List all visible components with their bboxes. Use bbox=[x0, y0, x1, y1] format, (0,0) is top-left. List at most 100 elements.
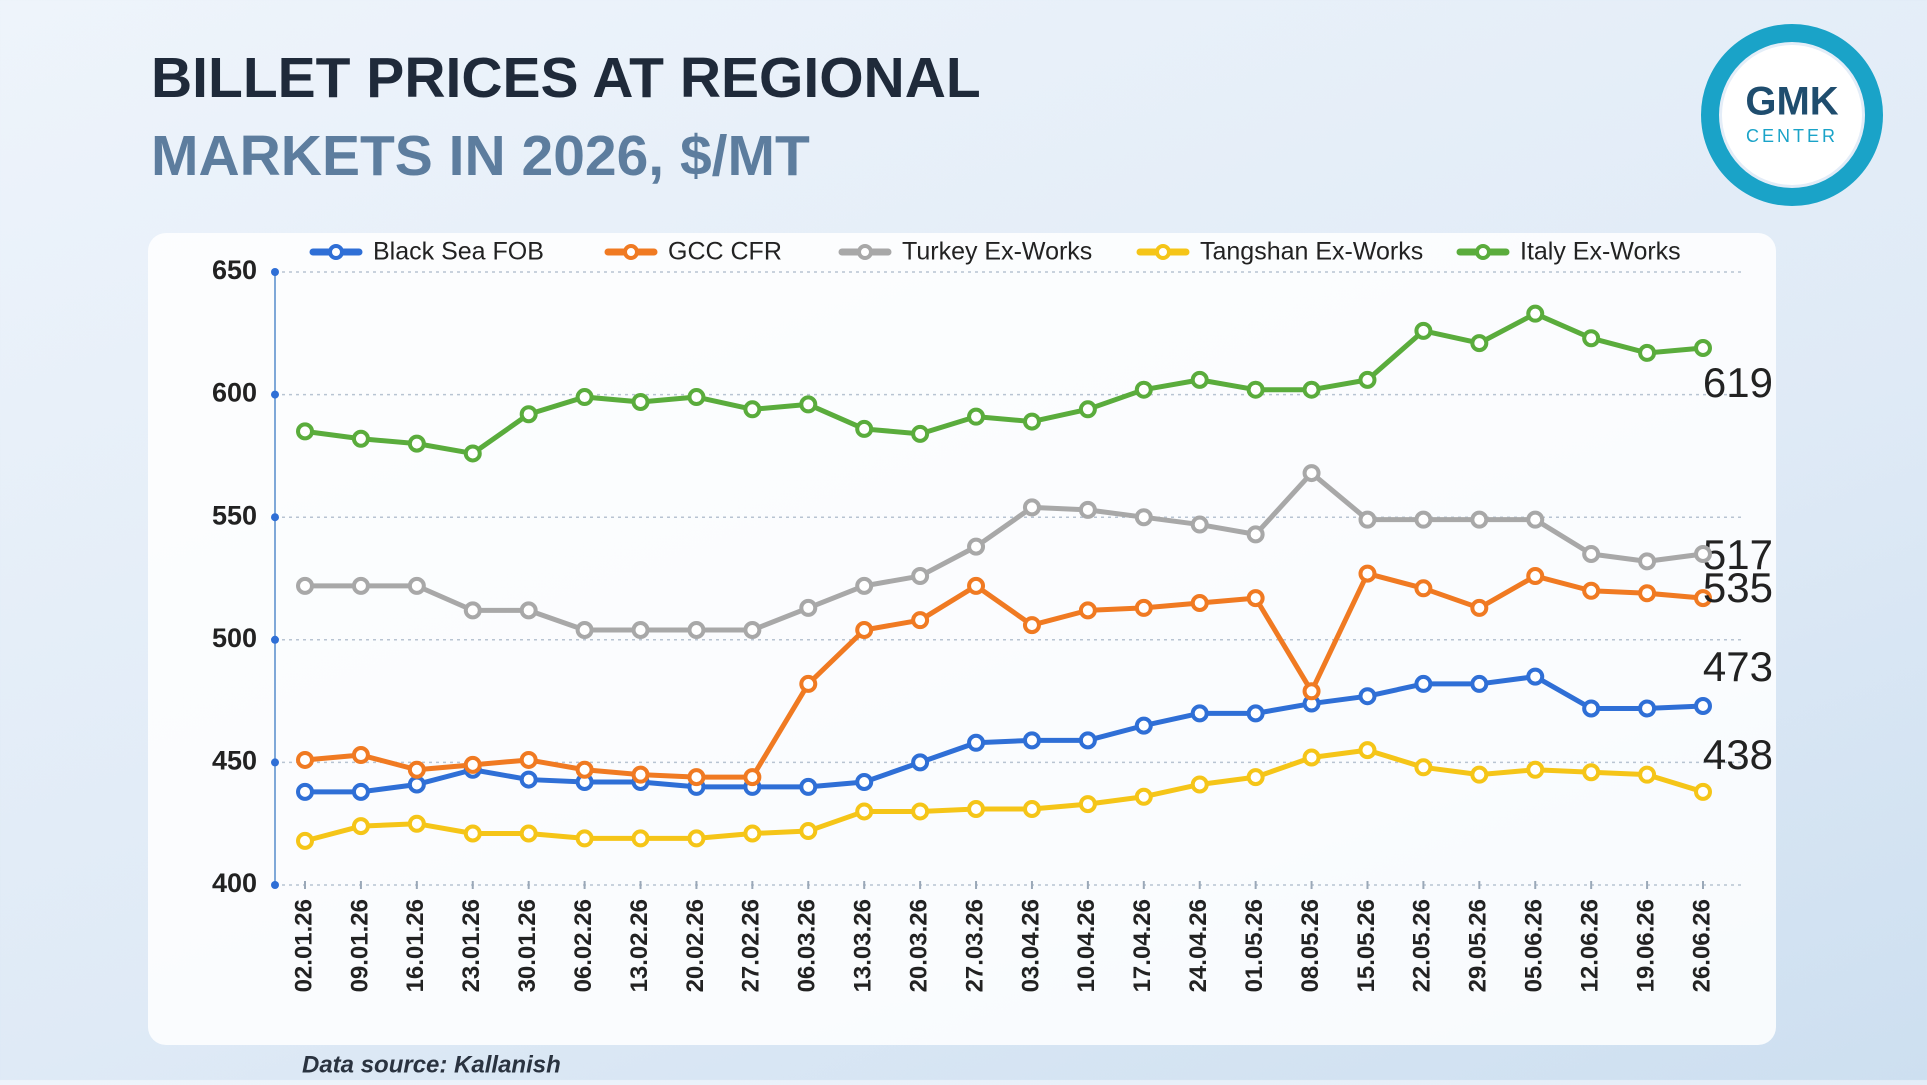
data-point bbox=[1582, 763, 1601, 782]
data-point bbox=[855, 802, 874, 821]
data-point bbox=[1470, 598, 1489, 617]
data-point bbox=[1694, 339, 1712, 358]
x-tick-label: 29.05.26 bbox=[1465, 899, 1492, 992]
x-tick-label: 09.01.26 bbox=[346, 899, 373, 992]
data-point bbox=[743, 768, 762, 787]
data-point bbox=[463, 444, 482, 463]
y-tick bbox=[271, 390, 279, 399]
data-point bbox=[296, 422, 314, 441]
x-tick-label: 20.02.26 bbox=[682, 899, 709, 992]
data-point bbox=[1638, 765, 1657, 784]
data-point bbox=[911, 611, 930, 630]
x-tick-label: 15.05.26 bbox=[1353, 899, 1380, 992]
data-point bbox=[407, 434, 426, 453]
y-tick bbox=[271, 758, 279, 767]
data-point bbox=[1246, 380, 1265, 399]
y-tick-label: 400 bbox=[212, 868, 257, 898]
data-point bbox=[1414, 674, 1433, 693]
data-point bbox=[1470, 510, 1489, 529]
data-point bbox=[687, 388, 706, 407]
data-point bbox=[1414, 510, 1433, 529]
data-point bbox=[1302, 748, 1321, 767]
x-tick-label: 24.04.26 bbox=[1185, 899, 1212, 992]
data-point bbox=[407, 760, 426, 779]
x-tick-label: 10.04.26 bbox=[1073, 899, 1100, 992]
data-point bbox=[967, 576, 986, 595]
data-point bbox=[575, 620, 594, 639]
data-point bbox=[631, 829, 650, 848]
data-point bbox=[967, 733, 986, 752]
logo-text: GMK bbox=[1745, 80, 1838, 124]
chart-title: MARKETS IN 2026, $/MT bbox=[151, 124, 810, 188]
data-point bbox=[1694, 544, 1712, 563]
data-point bbox=[1022, 616, 1041, 635]
data-point bbox=[1190, 704, 1209, 723]
data-point bbox=[1582, 581, 1601, 600]
data-point bbox=[1526, 304, 1545, 323]
data-point bbox=[1190, 515, 1209, 534]
x-tick-label: 06.03.26 bbox=[794, 899, 821, 992]
data-point bbox=[351, 782, 370, 801]
data-point bbox=[1190, 594, 1209, 613]
x-tick-label: 12.06.26 bbox=[1577, 899, 1604, 992]
x-tick-label: 22.05.26 bbox=[1409, 899, 1436, 992]
data-point bbox=[296, 750, 314, 769]
data-point bbox=[1638, 584, 1657, 603]
data-point bbox=[1078, 795, 1097, 814]
y-tick bbox=[271, 513, 279, 522]
legend-marker bbox=[1475, 244, 1491, 260]
data-point bbox=[799, 674, 818, 693]
data-point bbox=[1526, 667, 1545, 686]
x-tick-label: 13.02.26 bbox=[626, 899, 653, 992]
data-point bbox=[351, 429, 370, 448]
data-point bbox=[407, 814, 426, 833]
y-tick-label: 550 bbox=[212, 500, 257, 530]
data-point bbox=[519, 824, 538, 843]
legend-marker bbox=[857, 244, 873, 260]
data-point bbox=[1414, 758, 1433, 777]
series-line bbox=[305, 470, 1704, 633]
data-point bbox=[351, 746, 370, 765]
logo-subtext: CENTER bbox=[1746, 126, 1838, 146]
x-tick-label: 02.01.26 bbox=[290, 899, 317, 992]
data-point bbox=[1582, 699, 1601, 718]
x-tick-label: 01.05.26 bbox=[1241, 899, 1268, 992]
data-point bbox=[1134, 508, 1153, 527]
data-point bbox=[855, 773, 874, 792]
data-point bbox=[463, 824, 482, 843]
data-point bbox=[631, 620, 650, 639]
data-point bbox=[1694, 697, 1712, 716]
data-point bbox=[1638, 699, 1657, 718]
data-point bbox=[575, 388, 594, 407]
x-tick-label: 06.02.26 bbox=[570, 899, 597, 992]
data-point bbox=[1358, 564, 1377, 583]
data-point bbox=[519, 405, 538, 424]
series-line bbox=[304, 311, 1704, 456]
data-point bbox=[351, 576, 370, 595]
data-point bbox=[1134, 716, 1153, 735]
end-value-label: 619 bbox=[1703, 359, 1773, 406]
data-point bbox=[1246, 525, 1265, 544]
legend-label: Italy Ex-Works bbox=[1520, 238, 1681, 266]
data-point bbox=[1582, 329, 1601, 348]
data-point bbox=[687, 620, 706, 639]
data-point bbox=[1134, 787, 1153, 806]
data-point bbox=[1358, 687, 1377, 706]
data-point bbox=[1022, 799, 1041, 818]
end-value-label: 473 bbox=[1703, 643, 1773, 690]
x-tick-label: 27.02.26 bbox=[738, 899, 765, 992]
end-value-label: 535 bbox=[1703, 564, 1773, 611]
x-tick-label: 17.04.26 bbox=[1129, 899, 1156, 992]
data-point bbox=[1246, 589, 1265, 608]
x-tick-label: 08.05.26 bbox=[1297, 899, 1324, 992]
data-point bbox=[407, 775, 426, 794]
data-point bbox=[1526, 567, 1545, 586]
end-value-label: 517 bbox=[1703, 531, 1773, 578]
data-point bbox=[1470, 674, 1489, 693]
data-point bbox=[1694, 782, 1712, 801]
data-point bbox=[1134, 598, 1153, 617]
data-point bbox=[407, 576, 426, 595]
logo-ring bbox=[1701, 24, 1883, 206]
x-tick-label: 23.01.26 bbox=[458, 899, 485, 992]
legend-label: Turkey Ex-Works bbox=[902, 238, 1092, 266]
